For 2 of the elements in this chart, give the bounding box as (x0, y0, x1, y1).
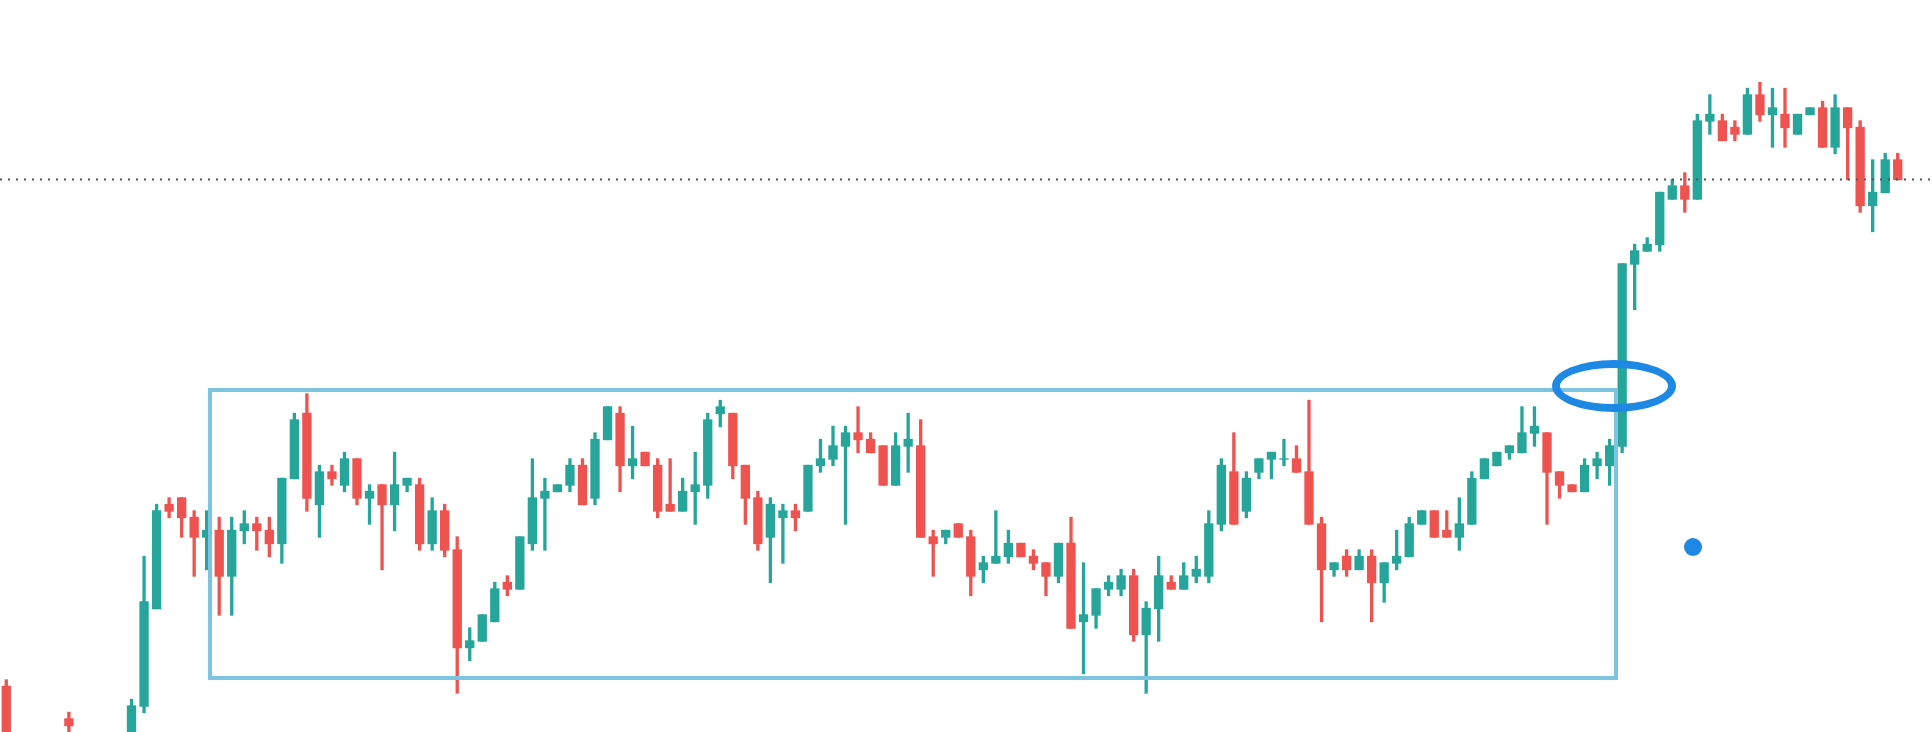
candlestick (1780, 87, 1790, 148)
candlestick (377, 484, 387, 571)
